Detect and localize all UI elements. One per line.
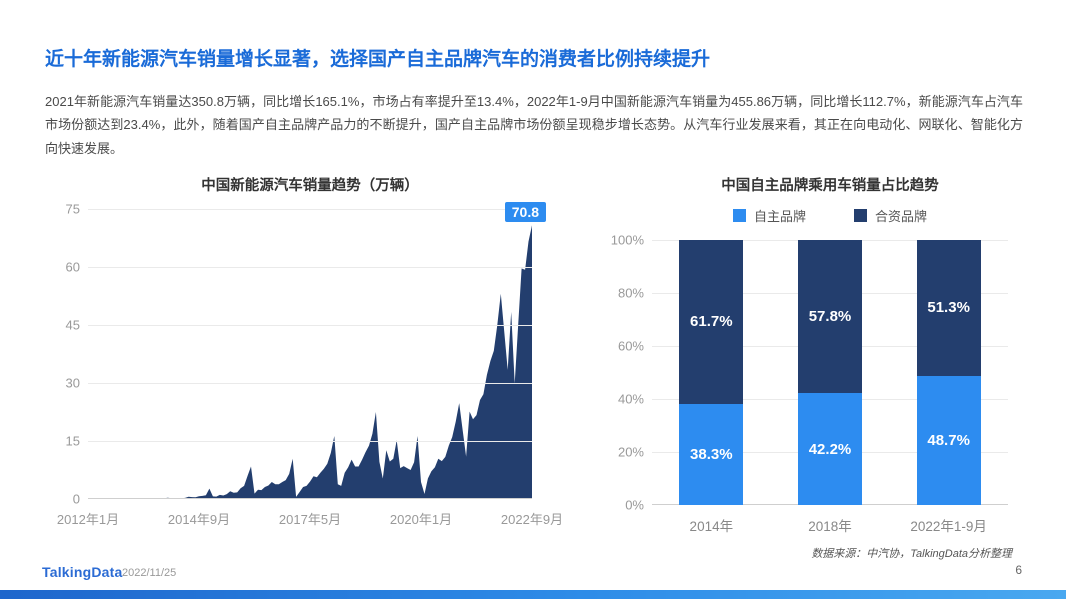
x-tick-label: 2012年1月 (56, 512, 120, 527)
right-chart-y-axis: 0% 20% 40% 60% 80% 100% (592, 233, 644, 513)
y-tick-label: 60% (617, 338, 644, 354)
page-title: 近十年新能源汽车销量增长显著，选择国产自主品牌汽车的消费者比例持续提升 (45, 49, 711, 70)
gridline (88, 267, 532, 268)
segment-value-label: 51.3% (927, 299, 970, 317)
right-chart-title: 中国自主品牌乘用车销量占比趋势 (721, 178, 939, 194)
bar-column: 61.7% 38.3% (679, 240, 744, 505)
left-chart-title: 中国新能源汽车销量趋势（万辆） (201, 178, 419, 194)
category-label: 2022年1-9月 (910, 519, 987, 534)
bar-column: 57.8% 42.2% (798, 240, 862, 505)
y-tick-label: 0 (72, 491, 80, 507)
left-chart-x-axis: 2012年1月 2014年9月 2017年5月 2020年1月 2022年9月 (57, 507, 563, 527)
joint-venture-brand-segment: 51.3% (916, 240, 981, 376)
own-brand-segment: 38.3% (679, 403, 744, 505)
gridline (88, 209, 532, 210)
legend-label: 合资品牌 (875, 209, 928, 224)
x-tick-label: 2020年1月 (389, 512, 453, 527)
legend-item: 合资品牌 (854, 206, 927, 225)
area-series (88, 225, 532, 499)
y-tick-label: 80% (617, 285, 644, 301)
gridline (88, 498, 532, 499)
gridline (88, 383, 532, 384)
y-tick-label: 30 (65, 375, 80, 391)
peak-value-label: 70.8 (504, 202, 546, 222)
gridline (88, 325, 532, 326)
y-tick-label: 75 (65, 201, 80, 217)
bar-chart-legend: 自主品牌 合资品牌 (640, 206, 1020, 225)
y-tick-label: 100% (610, 232, 644, 248)
segment-value-label: 38.3% (690, 445, 733, 463)
brand-share-stacked-bar-chart: 61.7% 38.3% 57.8% 42.2% 51.3% 48.7% (652, 240, 1008, 505)
data-source-note: 数据来源：中汽协，TalkingData分析整理 (811, 548, 1012, 560)
y-tick-label: 20% (617, 444, 644, 460)
legend-label: 自主品牌 (753, 209, 806, 224)
left-chart-y-axis: 0 15 30 45 60 75 (46, 202, 80, 507)
nev-sales-area (88, 225, 532, 499)
own-brand-segment: 48.7% (916, 375, 981, 505)
own-brand-segment: 42.2% (798, 393, 862, 505)
segment-value-label: 61.7% (690, 313, 733, 331)
gridline (88, 441, 532, 442)
y-tick-label: 15 (65, 433, 80, 449)
legend-swatch (854, 209, 867, 222)
category-label: 2018年 (808, 519, 852, 534)
segment-value-label: 42.2% (808, 440, 852, 458)
y-tick-label: 45 (65, 317, 80, 333)
footer-accent-bar (0, 590, 1066, 599)
legend-swatch (732, 209, 746, 222)
intro-paragraph: 2021年新能源汽车销量达350.8万辆，同比增长165.1%，市场占有率提升至… (45, 94, 1023, 156)
joint-venture-brand-segment: 57.8% (798, 240, 862, 394)
talkingdata-logo: TalkingData (42, 564, 123, 580)
x-tick-label: 2017年5月 (278, 512, 342, 527)
x-tick-label: 2014年9月 (167, 512, 231, 527)
category-label: 2014年 (689, 519, 734, 534)
joint-venture-brand-segment: 61.7% (679, 240, 744, 404)
right-chart-x-axis: 2014年 2018年 2022年1-9月 (652, 513, 1008, 534)
segment-value-label: 48.7% (927, 431, 970, 449)
y-tick-label: 0% (625, 497, 644, 513)
x-tick-label: 2022年9月 (500, 512, 564, 527)
y-tick-label: 60 (65, 259, 80, 275)
report-date: 2022/11/25 (122, 567, 177, 579)
y-tick-label: 40% (617, 391, 644, 407)
legend-item: 自主品牌 (732, 206, 806, 225)
bar-column: 51.3% 48.7% (916, 240, 981, 505)
nev-sales-area-chart: 70.8 (88, 202, 546, 499)
page-number: 6 (1015, 563, 1022, 577)
segment-value-label: 57.8% (808, 308, 852, 326)
